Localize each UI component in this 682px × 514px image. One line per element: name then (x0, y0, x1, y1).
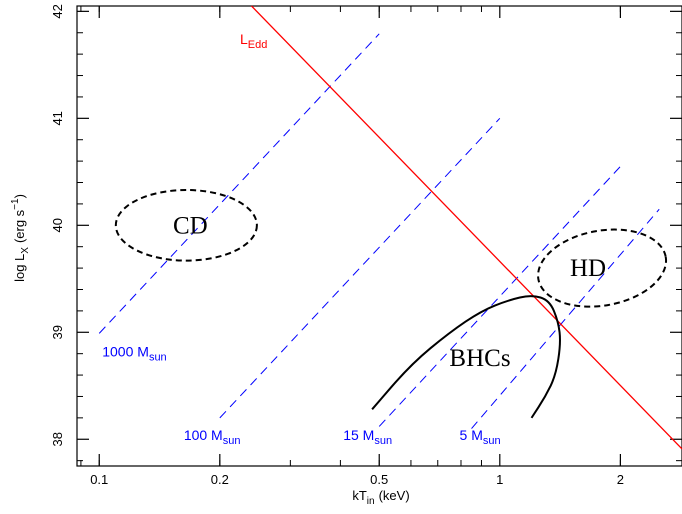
mass-line-label-main: 1000 M (102, 343, 149, 359)
region-ellipse (114, 189, 258, 262)
mass-line-label-sub: sun (483, 435, 501, 447)
bhc-curve (371, 295, 561, 419)
y-tick-label: 41 (50, 111, 65, 125)
region-label: HD (570, 255, 606, 282)
y-axis-label-sup: −1 (10, 198, 21, 210)
mass-line-label-sub: sun (374, 435, 392, 447)
mass-line-label-main: 15 M (343, 427, 374, 443)
eddington-label-sub: Edd (248, 39, 268, 51)
x-tick-label: 0.2 (211, 472, 229, 487)
axis-ticks: 0.1 0.2 0.5 1 2 38 39 40 41 42 (50, 4, 682, 487)
x-axis-label-main: kT (352, 488, 367, 503)
y-axis-label-main: log L (12, 254, 27, 282)
y-axis-label: log LX (erg s−1) (10, 194, 31, 282)
eddington-label-main: L (240, 31, 248, 47)
x-tick-label: 1 (496, 472, 503, 487)
x-axis-label: kTin (keV) (352, 488, 409, 507)
region-ellipse (537, 228, 668, 308)
y-axis-label-unit: (erg s (12, 209, 27, 243)
x-axis-label-unit: (keV) (379, 488, 410, 503)
bhc-group: BHCs (371, 295, 561, 419)
eddington-label: LEdd (240, 31, 267, 51)
y-axis-label-sub: X (20, 247, 31, 254)
mass-line-label: 5 Msun (460, 427, 501, 447)
y-tick-label: 40 (50, 218, 65, 232)
mass-line-label-main: 100 M (184, 427, 223, 443)
mass-line-label-sub: sun (223, 435, 241, 447)
y-tick-label: 42 (50, 4, 65, 18)
mass-line-label-main: 5 M (460, 427, 483, 443)
y-tick-label: 39 (50, 325, 65, 339)
mass-line-label: 1000 Msun (102, 343, 166, 363)
x-axis-label-sub: in (367, 496, 375, 507)
mass-line-label-sub: sun (149, 351, 167, 363)
y-tick-label: 38 (50, 432, 65, 446)
mass-line-label: 15 Msun (343, 427, 392, 447)
eddington-line (251, 5, 682, 450)
region-label: CD (173, 212, 208, 239)
x-tick-label: 0.5 (370, 472, 388, 487)
y-axis-label-close: ) (12, 194, 27, 198)
x-tick-label: 0.1 (90, 472, 108, 487)
mass-line (471, 208, 660, 429)
x-tick-label: 2 (617, 472, 624, 487)
eddington-line-group: LEdd (240, 5, 682, 450)
plot-frame (76, 5, 682, 467)
regions: CD HD (114, 189, 668, 308)
bhc-label: BHCs (449, 345, 510, 372)
mass-line (219, 117, 501, 419)
mass-line-label: 100 Msun (184, 427, 241, 447)
mass-line (98, 33, 380, 334)
